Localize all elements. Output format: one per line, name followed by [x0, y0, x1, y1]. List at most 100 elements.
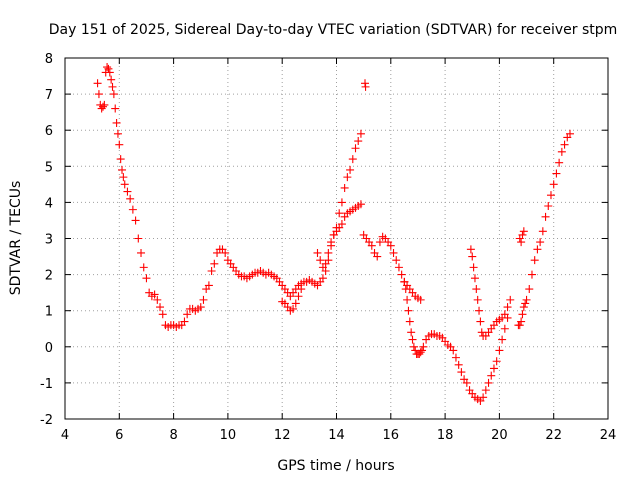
data-point [468, 252, 477, 261]
data-point [515, 321, 524, 330]
data-point [555, 158, 564, 167]
data-point [457, 368, 466, 377]
data-point [522, 295, 531, 304]
data-point [477, 328, 486, 337]
data-point [481, 386, 490, 395]
data-point [473, 295, 482, 304]
data-point [518, 230, 527, 239]
data-point [93, 79, 102, 88]
data-point [544, 202, 553, 211]
data-point [470, 274, 479, 283]
data-point [180, 317, 189, 326]
data-point [519, 227, 528, 236]
data-point [469, 263, 478, 272]
data-point [373, 252, 382, 261]
data-point [521, 299, 530, 308]
data-point [472, 285, 481, 294]
data-point [131, 216, 140, 225]
data-point [416, 348, 425, 357]
data-point [495, 346, 504, 355]
y-tick-label: 3 [45, 233, 53, 248]
data-point [105, 68, 114, 77]
data-point [557, 147, 566, 156]
data-point [454, 360, 463, 369]
data-point [104, 64, 113, 73]
data-point [313, 248, 322, 257]
data-point [113, 129, 122, 138]
data-point [354, 137, 363, 146]
data-point [489, 364, 498, 373]
data-point [517, 317, 526, 326]
data-point [153, 295, 162, 304]
x-tick-label: 24 [600, 428, 617, 443]
data-point [94, 90, 103, 99]
data-point [401, 285, 410, 294]
data-point [196, 303, 205, 312]
data-point [487, 371, 496, 380]
data-point [115, 140, 124, 149]
data-point [112, 118, 121, 127]
data-point [451, 353, 460, 362]
data-point [142, 274, 151, 283]
data-point [107, 75, 116, 84]
data-point [375, 238, 384, 247]
y-tick-label: 7 [45, 88, 53, 103]
data-point [335, 209, 344, 218]
data-point [533, 245, 542, 254]
data-point [123, 187, 132, 196]
data-point [327, 238, 336, 247]
data-point [210, 259, 219, 268]
x-tick-label: 16 [383, 428, 400, 443]
data-point [108, 82, 117, 91]
x-tick-label: 6 [115, 428, 123, 443]
data-point [408, 335, 417, 344]
chart-title: Day 151 of 2025, Sidereal Day-to-day VTE… [49, 22, 618, 38]
grid-lines [65, 58, 608, 419]
y-tick-label: 6 [45, 124, 53, 139]
y-tick-label: 4 [45, 196, 53, 211]
x-tick-label: 14 [328, 428, 345, 443]
data-point [156, 303, 165, 312]
data-point [150, 290, 159, 299]
x-tick-label: 18 [437, 428, 454, 443]
data-point [318, 274, 327, 283]
data-point [128, 205, 137, 214]
data-point [479, 393, 488, 402]
data-point [525, 285, 534, 294]
data-point [527, 270, 536, 279]
y-axis-label: SDTVAR / TECUs [8, 181, 24, 296]
data-point [538, 227, 547, 236]
data-point [134, 234, 143, 243]
data-point [400, 277, 409, 286]
data-point [337, 198, 346, 207]
data-point [116, 155, 125, 164]
data-point [291, 299, 300, 308]
data-point [407, 328, 416, 337]
data-point [289, 304, 298, 313]
y-tick-label: 8 [45, 52, 53, 67]
y-tick-label: 1 [45, 305, 53, 320]
y-tick-labels: -2 -1 0 1 2 3 4 5 6 7 8 [40, 52, 53, 428]
data-point [346, 165, 355, 174]
data-point [518, 310, 527, 319]
data-point [546, 191, 555, 200]
data-point [409, 342, 418, 351]
data-point [316, 256, 325, 265]
x-axis-label: GPS time / hours [277, 458, 394, 474]
data-point [397, 270, 406, 279]
data-point [549, 180, 558, 189]
data-point [348, 155, 357, 164]
y-tick-label: 2 [45, 269, 53, 284]
data-point [506, 295, 515, 304]
data-point [321, 259, 330, 268]
data-point [126, 194, 135, 203]
data-point [329, 230, 338, 239]
x-tick-labels: 4 6 8 10 12 14 16 18 20 22 24 [61, 428, 616, 443]
x-tick-label: 12 [274, 428, 291, 443]
data-point [530, 256, 539, 265]
data-point [389, 248, 398, 257]
data-point [120, 180, 129, 189]
data-point [207, 266, 216, 275]
data-point [500, 310, 509, 319]
